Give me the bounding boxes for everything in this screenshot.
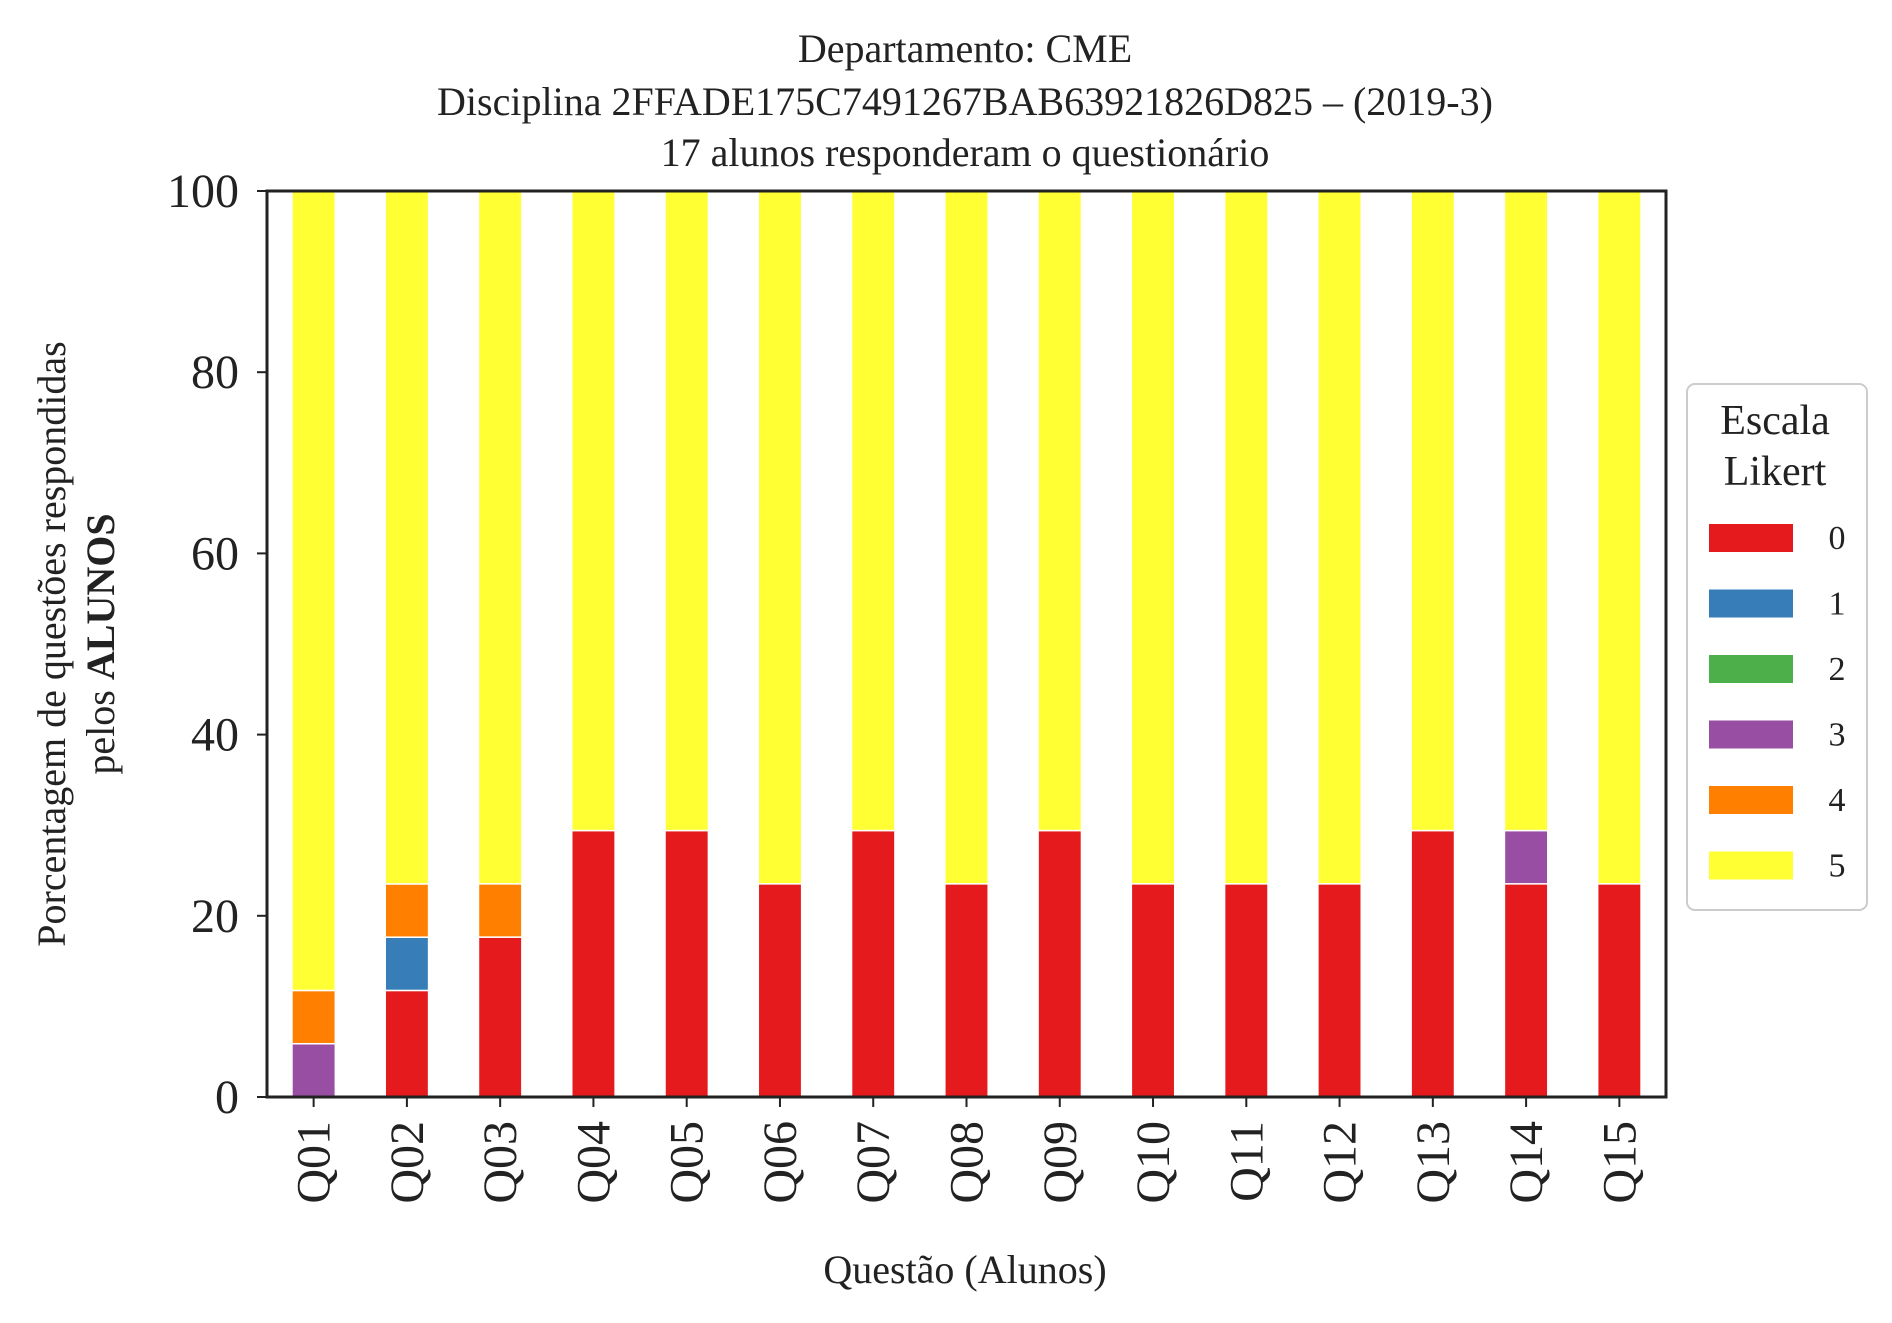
bar-segment-q04-level-5 [571,190,616,832]
x-tick-label-q09: Q09 [1034,1121,1087,1204]
bar-segment-q01-level-4 [291,989,337,1045]
x-tick-label-q15: Q15 [1593,1121,1646,1204]
bar-segment-q12-level-0 [1317,883,1363,1098]
legend-box [1686,383,1868,911]
bars-group [291,190,1642,1098]
bar-segment-q10-level-0 [1130,883,1176,1098]
x-tick-label-q08: Q08 [941,1121,994,1204]
x-tick-label-q06: Q06 [754,1121,807,1204]
chart-title-line-2: Disciplina 2FFADE175C7491267BAB63921826D… [437,79,1493,124]
x-tick-label-q04: Q04 [567,1121,620,1204]
y-tick-label: 100 [167,165,239,218]
legend-swatch-3 [1709,720,1793,749]
x-tick-label-q11: Q11 [1220,1121,1273,1202]
bar-segment-q06-level-0 [757,883,803,1098]
legend-swatch-0 [1709,524,1793,552]
y-tick-label: 80 [191,346,239,399]
bar-segment-q10-level-5 [1130,190,1176,885]
bar-segment-q02-level-1 [384,936,430,992]
bar-segment-q14-level-3 [1503,829,1549,885]
legend-label-3: 3 [1829,717,1846,754]
y-tick-label: 0 [215,1071,239,1124]
y-axis-label-line-1: Porcentagem de questões respondidas [29,341,74,946]
bar-segment-q15-level-5 [1596,190,1642,885]
bar-segment-q11-level-5 [1223,190,1269,885]
bar-segment-q03-level-5 [477,190,523,885]
x-tick-label-q02: Q02 [381,1121,434,1204]
bar-segment-q03-level-0 [477,936,523,1098]
bar-segment-q15-level-0 [1596,883,1642,1098]
x-tick-label-q05: Q05 [661,1121,714,1204]
legend-swatch-4 [1709,786,1793,814]
x-tick-label-q07: Q07 [847,1121,900,1204]
x-tick-label-q13: Q13 [1407,1121,1460,1204]
bar-segment-q12-level-5 [1317,190,1363,885]
bar-segment-q02-level-5 [384,190,430,885]
chart-title-line-1: Departamento: CME [798,26,1132,71]
bar-segment-q13-level-5 [1410,190,1456,832]
bar-segment-q06-level-5 [757,190,803,885]
legend-swatch-1 [1709,589,1793,618]
legend-title-line-2: Likert [1724,449,1827,495]
y-axis-label-bold: ALUNOS [78,513,123,680]
x-axis-ticks: Q01 Q02 Q03 Q04 Q05 Q06 Q07 Q08 Q09 Q10 Q11 Q12 Q13 Q… [288,1097,1646,1204]
bar-segment-q03-level-4 [477,883,523,938]
bar-segment-q01-level-3 [291,1042,337,1098]
chart-title-line-3: 17 alunos responderam o questionário [661,130,1270,175]
x-tick-label-q10: Q10 [1127,1121,1180,1204]
bar-segment-q05-level-5 [664,190,710,832]
bar-segment-q09-level-5 [1037,190,1083,832]
legend-label-1: 1 [1829,586,1846,623]
y-tick-label: 40 [191,709,239,762]
x-axis-label: Questão (Alunos) [823,1247,1106,1292]
x-tick-label-q03: Q03 [474,1121,527,1204]
bar-segment-q08-level-0 [944,883,989,1098]
legend-label-5: 5 [1829,848,1846,885]
legend-title-line-1: Escala [1720,398,1830,444]
y-tick-label: 20 [191,890,239,943]
legend: Escala Likert 0 1 2 3 4 5 [1686,383,1868,911]
y-tick-label: 60 [191,527,239,580]
legend-swatch-2 [1709,655,1793,683]
bar-segment-q02-level-4 [384,883,430,938]
legend-swatch-5 [1709,851,1793,880]
bar-segment-q14-level-0 [1503,883,1549,1098]
x-tick-label-q01: Q01 [288,1121,341,1204]
bar-segment-q13-level-0 [1410,829,1456,1098]
bar-segment-q09-level-0 [1037,829,1083,1098]
legend-label-4: 4 [1829,782,1846,819]
y-axis-label-line-2: pelos ALUNOS [78,513,123,774]
legend-label-0: 0 [1829,520,1846,557]
bar-segment-q07-level-0 [850,829,896,1098]
bar-segment-q11-level-0 [1223,883,1269,1098]
y-axis-label-prefix: pelos [78,680,123,774]
bar-segment-q02-level-0 [384,989,430,1098]
bar-segment-q08-level-5 [944,190,989,885]
y-axis-ticks: 0 20 40 60 80 100 [167,165,267,1124]
x-tick-label-q14: Q14 [1500,1121,1553,1204]
bar-segment-q05-level-0 [664,829,710,1098]
x-tick-label-q12: Q12 [1314,1121,1367,1204]
legend-items: 0 1 2 3 4 5 [1709,520,1846,885]
legend-label-2: 2 [1829,651,1846,688]
bar-segment-q14-level-5 [1503,190,1549,832]
bar-segment-q01-level-5 [291,190,337,992]
bar-segment-q07-level-5 [850,190,896,832]
bar-segment-q04-level-0 [571,829,616,1098]
